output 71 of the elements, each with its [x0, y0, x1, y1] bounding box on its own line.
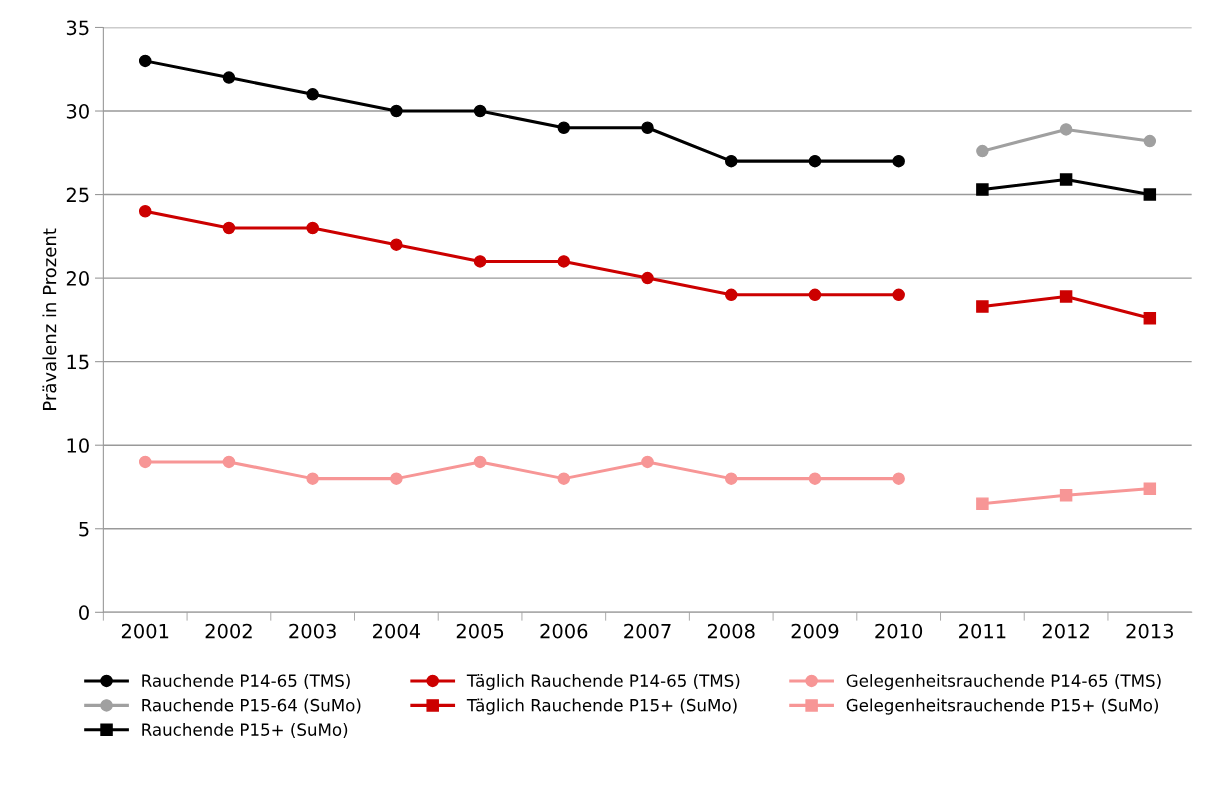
point — [1059, 123, 1073, 136]
legend-label: Täglich Rauchende P15+ (SuMo) — [466, 698, 737, 715]
point — [1059, 173, 1073, 186]
legend-label: Rauchende P15-64 (SuMo) — [142, 698, 361, 714]
point — [1143, 482, 1157, 495]
y-tick-label: 0 — [79, 605, 89, 620]
point — [390, 238, 403, 251]
x-tick-label: 2002 — [205, 623, 252, 639]
x-tick-label: 2004 — [373, 623, 421, 639]
x-tick-label: 2005 — [456, 623, 504, 639]
legend-label: Gelegenheitsrauchende P14-65 (TMS) — [846, 674, 1161, 691]
y-axis-title: Prävalenz in Prozent — [42, 228, 57, 410]
point — [1143, 311, 1157, 325]
point — [222, 71, 236, 84]
x-tick-label: 2001 — [121, 623, 169, 639]
y-tick-label: 5 — [79, 521, 89, 537]
point — [138, 455, 152, 469]
point — [641, 271, 654, 285]
point — [390, 104, 403, 118]
point — [1143, 134, 1157, 148]
legend-label: Rauchende P15+ (SuMo) — [142, 723, 348, 738]
point — [641, 455, 654, 469]
y-tick-label: 20 — [66, 271, 89, 286]
point — [138, 205, 152, 218]
point — [724, 288, 738, 302]
x-tick-label: 2010 — [875, 623, 923, 639]
x-tick-label: 2008 — [707, 623, 755, 639]
point — [473, 255, 487, 268]
legend-label: Gelegenheitsrauchende P15+ (SuMo) — [846, 698, 1158, 715]
point — [473, 104, 487, 118]
point — [892, 154, 905, 168]
point — [557, 121, 571, 134]
point — [306, 221, 319, 235]
x-tick-label: 2006 — [540, 623, 588, 639]
y-tick-label: 35 — [66, 20, 89, 36]
point — [306, 88, 319, 101]
point — [1059, 489, 1073, 502]
point — [222, 455, 236, 469]
point — [473, 455, 487, 469]
point — [1143, 188, 1157, 201]
point — [976, 144, 989, 158]
y-tick-label: 30 — [66, 103, 89, 119]
point — [641, 121, 654, 134]
point — [557, 255, 571, 268]
point — [976, 497, 989, 510]
y-tick-label: 15 — [67, 354, 89, 370]
point — [724, 154, 738, 168]
x-tick-label: 2011 — [959, 623, 1006, 639]
point — [808, 154, 822, 168]
point — [808, 472, 822, 485]
legend-label: Täglich Rauchende P14-65 (TMS) — [466, 674, 740, 691]
y-tick-label: 25 — [66, 187, 89, 203]
point — [557, 472, 571, 485]
point — [390, 472, 403, 485]
x-tick-label: 2013 — [1126, 623, 1173, 639]
x-tick-label: 2007 — [624, 623, 671, 639]
legend-label: Rauchende P14-65 (TMS) — [142, 674, 350, 689]
x-tick-label: 2012 — [1042, 623, 1089, 639]
point — [306, 472, 319, 485]
point — [892, 472, 905, 485]
point — [724, 472, 738, 485]
point — [808, 288, 822, 302]
point — [138, 54, 152, 68]
point — [976, 183, 989, 196]
x-tick-label: 2003 — [289, 623, 336, 639]
point — [976, 300, 989, 313]
point — [1059, 290, 1073, 303]
point — [222, 221, 236, 235]
y-tick-label: 10 — [67, 438, 89, 453]
x-tick-label: 2009 — [791, 623, 839, 639]
point — [892, 288, 905, 302]
